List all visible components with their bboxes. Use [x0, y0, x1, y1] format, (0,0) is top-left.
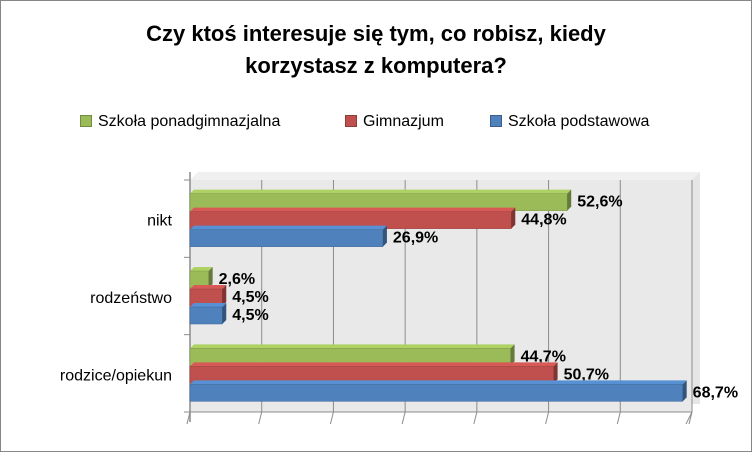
chart-title: Czy ktoś interesuje się tym, co robisz, …: [0, 18, 752, 82]
bar-gimnazjum-rodzenstwo: [189, 285, 227, 307]
bar-gimnazjum-rodzice-opiekun-top: [190, 362, 558, 367]
bar-gimnazjum-rodzenstwo-top: [190, 285, 227, 289]
legend-item-gimnazjum: Gimnazjum: [345, 111, 444, 133]
data-label-gimnazjum-rodzenstwo: 4,5%: [232, 289, 268, 306]
bar-gimnazjum-rodzice-opiekun: [189, 362, 558, 384]
bar-szkola-podstawowa-rodzice-opiekun: [189, 380, 687, 402]
bar-szkola-podstawowa-nikt: [189, 225, 387, 247]
data-label-gimnazjum-rodzice-opiekun: 50,7%: [564, 366, 609, 383]
chart-legend: Szkoła ponadgimnazjalna Gimnazjum Szkoła…: [0, 111, 752, 133]
x-tick: [473, 411, 478, 425]
bar-szkola-podstawowa-rodzice-opiekun-top: [190, 380, 687, 385]
chart-title-line-1: Czy ktoś interesuje się tym, co robisz, …: [146, 21, 606, 46]
bar-gimnazjum-nikt-end: [511, 207, 516, 229]
x-axis-floor-edge: [685, 411, 693, 425]
legend-label-gimnazjum: Gimnazjum: [363, 113, 444, 130]
bar-szkola-ponadgimnazjalna-nikt: [189, 189, 572, 211]
legend-item-szkola-podstawowa: Szkoła podstawowa: [490, 111, 649, 133]
legend-swatch-szkola-ponadgimnazjalna: [80, 115, 92, 127]
bar-gimnazjum-nikt: [189, 207, 516, 229]
plot-top-wall: [190, 172, 700, 180]
x-tick: [401, 411, 406, 425]
bar-szkola-ponadgimnazjalna-rodzice-opiekun-top: [190, 344, 515, 349]
x-tick: [258, 411, 263, 425]
bar-szkola-podstawowa-rodzenstwo: [189, 303, 227, 325]
bar-szkola-podstawowa-nikt-front: [189, 229, 384, 247]
category-label-rodzenstwo: rodzeństwo: [90, 290, 172, 307]
x-tick: [329, 411, 334, 425]
bar-gimnazjum-nikt-top: [190, 207, 516, 212]
category-label-rodzice-opiekun: rodzice/opiekun: [60, 367, 172, 384]
data-label-gimnazjum-nikt: 44,8%: [521, 212, 566, 229]
data-label-szkola-podstawowa-rodzice-opiekun: 68,7%: [693, 384, 738, 401]
bar-szkola-podstawowa-rodzice-opiekun-end: [682, 380, 687, 402]
category-label-nikt: nikt: [147, 213, 172, 230]
bar-szkola-ponadgimnazjalna-rodzenstwo: [189, 267, 213, 289]
bar-szkola-podstawowa-rodzice-opiekun-front: [189, 384, 683, 402]
legend-item-szkola-ponadgimnazjalna: Szkoła ponadgimnazjalna: [80, 111, 280, 133]
chart-title-line-2: korzystasz z komputera?: [245, 53, 507, 78]
bar-szkola-ponadgimnazjalna-rodzice-opiekun: [189, 344, 515, 366]
bar-szkola-podstawowa-nikt-end: [382, 225, 387, 247]
data-label-szkola-ponadgimnazjalna-nikt: 52,6%: [577, 194, 622, 211]
bar-szkola-podstawowa-nikt-top: [190, 225, 387, 230]
bar-szkola-ponadgimnazjalna-rodzice-opiekun-end: [510, 344, 515, 366]
data-label-szkola-ponadgimnazjalna-rodzice-opiekun: 44,7%: [521, 348, 566, 365]
bar-szkola-podstawowa-rodzenstwo-top: [190, 303, 227, 307]
data-label-szkola-podstawowa-rodzenstwo: 4,5%: [232, 307, 268, 324]
bar-szkola-ponadgimnazjalna-nikt-end: [567, 189, 572, 211]
bar-gimnazjum-rodzice-opiekun-end: [553, 362, 558, 384]
bar-szkola-ponadgimnazjalna-rodzenstwo-end: [208, 267, 213, 288]
legend-swatch-gimnazjum: [345, 115, 357, 127]
bar-szkola-ponadgimnazjalna-nikt-top: [190, 189, 572, 194]
bar-szkola-podstawowa-rodzenstwo-end: [222, 303, 227, 324]
legend-swatch-szkola-podstawowa: [490, 115, 502, 127]
x-tick: [616, 411, 621, 425]
legend-label-szkola-podstawowa: Szkoła podstawowa: [508, 113, 650, 130]
legend-label-szkola-ponadgimnazjalna: Szkoła ponadgimnazjalna: [98, 113, 281, 130]
bar-gimnazjum-rodzenstwo-end: [222, 285, 227, 306]
data-label-szkola-podstawowa-nikt: 26,9%: [393, 230, 438, 247]
x-tick: [545, 411, 550, 425]
data-label-szkola-ponadgimnazjalna-rodzenstwo: 2,6%: [219, 271, 255, 288]
bar-szkola-ponadgimnazjalna-rodzenstwo-top: [190, 267, 213, 271]
bar-szkola-podstawowa-rodzenstwo-front: [189, 306, 223, 325]
